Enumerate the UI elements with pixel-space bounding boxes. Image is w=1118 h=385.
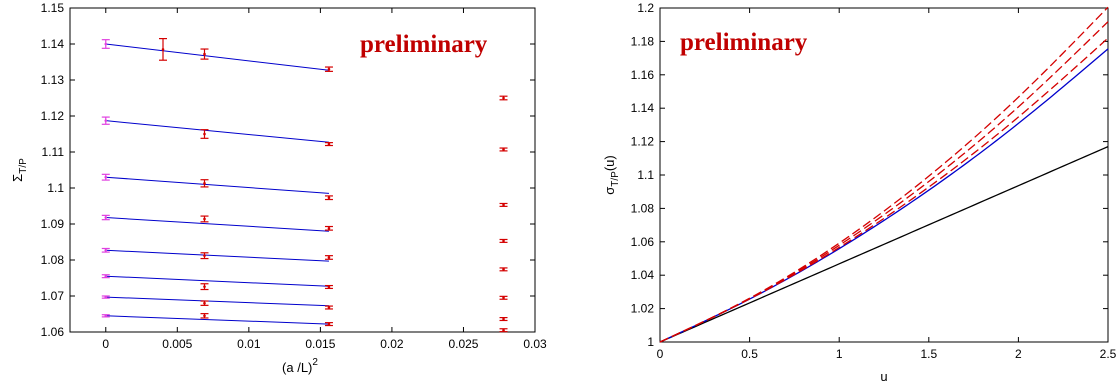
left-x-tick-label: 0.025 [448,337,478,351]
right-y-tick-label: 1.14 [631,101,655,115]
right-x-axis-label: u [880,369,887,384]
data-point [200,283,209,291]
extrapolated-point [101,295,110,299]
series-line-3 [659,21,1109,343]
data-point [324,66,333,72]
data-point [200,215,209,223]
right-y-tick-label: 1.08 [631,201,655,215]
right-y-tick-label: 1.02 [631,302,655,316]
left-x-tick-label: 0.015 [305,337,335,351]
series-line-4 [659,6,1109,343]
left-y-tick-label: 1.07 [41,289,65,303]
extrapolated-point [101,214,110,221]
left-x-tick-label: 0.03 [523,337,547,351]
data-point [200,179,209,188]
left-chart: 0 0.005 0.01 0.015 0.02 0.025 0.03 1.06 1.07 1.08… [10,1,547,375]
left-x-tick-label: 0 [102,337,109,351]
data-point [499,95,508,101]
data-point [324,225,333,231]
extrapolated-point [101,39,110,49]
data-point [200,300,209,306]
fit-line [105,296,329,307]
data-point [499,317,508,322]
extrapolated-point [101,116,110,125]
left-y-tick-label: 1.06 [41,325,65,339]
left-y-tick-label: 1.15 [41,1,65,15]
right-ticks: 0 0.5 1 1.5 2 2.5 1 1.02 1.04 1.06 1.08 1.1 1.12 1.14… [631,1,1117,361]
extrapolated-point [101,247,110,253]
fit-line [105,120,330,143]
right-y-tick-label: 1.04 [631,268,655,282]
right-y-tick-label: 1.2 [637,1,654,15]
left-y-tick-label: 1.1 [47,181,64,195]
data-point [499,238,508,243]
right-y-axis-label: σT/P(u) [602,155,621,194]
data-point [324,142,333,147]
left-data-points [101,37,508,333]
right-x-tick-label: 0.5 [741,347,758,361]
data-point [324,195,333,201]
left-x-tick-label: 0.02 [380,337,404,351]
right-y-tick-label: 1.06 [631,235,655,249]
fit-line [105,217,329,232]
right-plot-frame [659,7,1109,343]
right-x-tick-label: 1 [836,347,843,361]
data-point [499,202,508,207]
data-point [159,37,167,61]
left-y-tick-label: 1.09 [41,217,65,231]
right-annotation: preliminary [680,29,808,56]
right-series [659,6,1109,343]
data-point [324,305,333,310]
left-y-axis-label: ΣT/P [10,158,29,182]
left-y-tick-label: 1.14 [41,37,65,51]
right-x-tick-label: 0 [657,347,664,361]
series-line-0 [659,146,1109,343]
right-x-tick-label: 2 [1015,347,1022,361]
fit-line [105,275,329,287]
right-y-tick-label: 1.18 [631,34,655,48]
data-point [200,252,209,260]
series-line-1 [659,48,1109,343]
fit-line [105,176,330,194]
data-point [324,322,333,327]
data-point [200,129,209,139]
data-point [499,328,508,333]
extrapolated-point [101,173,110,181]
data-point [200,48,209,60]
left-y-tick-label: 1.11 [42,145,65,159]
fit-line [105,43,330,71]
right-chart: 0 0.5 1 1.5 2 2.5 1 1.02 1.04 1.06 1.08 1.1 1.12 1.14… [602,1,1117,384]
data-point [200,313,209,319]
extrapolated-point [101,274,110,279]
series-line-2 [659,37,1109,343]
left-fit-lines [105,43,330,325]
left-annotation: preliminary [360,31,488,58]
right-x-tick-label: 1.5 [920,347,937,361]
data-point [499,147,508,152]
left-ticks: 0 0.005 0.01 0.015 0.02 0.025 0.03 1.06 1.07 1.08… [41,1,547,351]
data-point [324,255,333,260]
data-point [499,267,508,272]
left-x-tick-label: 0.005 [162,337,192,351]
right-y-tick-label: 1.16 [631,68,655,82]
left-y-tick-label: 1.08 [41,253,65,267]
fit-line [105,315,329,325]
extrapolated-point [101,314,110,318]
left-x-tick-label: 0.01 [237,337,261,351]
fit-line [105,249,329,262]
right-y-tick-label: 1.1 [637,168,654,182]
left-x-axis-label: (a /L)2 [282,357,318,375]
left-plot-frame [69,7,536,333]
left-y-tick-label: 1.13 [41,73,65,87]
right-y-tick-label: 1.12 [631,135,655,149]
data-point [499,295,508,300]
data-point [324,284,333,290]
left-y-tick-label: 1.12 [41,109,65,123]
right-x-tick-label: 2.5 [1100,347,1117,361]
right-y-tick-label: 1 [647,335,654,349]
